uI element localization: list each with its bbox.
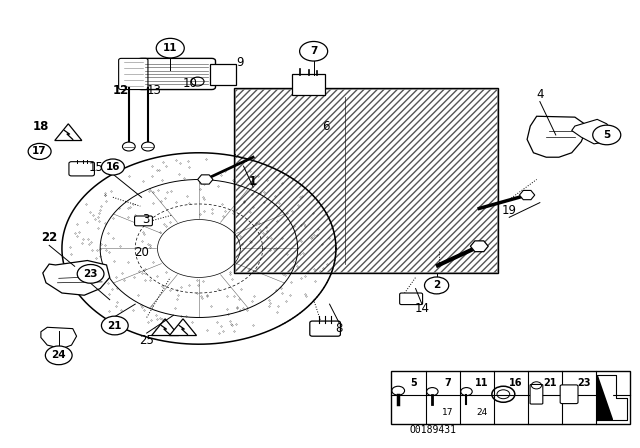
Text: 5: 5 bbox=[410, 378, 417, 388]
Text: 2: 2 bbox=[433, 280, 440, 290]
Text: 17: 17 bbox=[32, 146, 47, 156]
Text: 24: 24 bbox=[51, 350, 66, 360]
Circle shape bbox=[101, 159, 124, 175]
Text: 23: 23 bbox=[83, 269, 98, 279]
Text: 5: 5 bbox=[603, 130, 611, 140]
Circle shape bbox=[28, 143, 51, 159]
Text: 23: 23 bbox=[577, 378, 591, 388]
Circle shape bbox=[593, 125, 621, 145]
FancyBboxPatch shape bbox=[530, 384, 543, 404]
FancyBboxPatch shape bbox=[292, 74, 325, 95]
Text: 4: 4 bbox=[536, 88, 543, 101]
Polygon shape bbox=[43, 260, 109, 295]
Text: 19: 19 bbox=[502, 204, 516, 217]
Circle shape bbox=[156, 39, 184, 58]
Circle shape bbox=[300, 42, 328, 61]
Text: 11: 11 bbox=[163, 43, 177, 53]
Bar bbox=[392, 371, 630, 424]
Text: 17: 17 bbox=[442, 408, 454, 417]
Text: 8: 8 bbox=[335, 322, 343, 335]
Text: 20: 20 bbox=[134, 246, 149, 259]
Bar bbox=[598, 375, 613, 420]
Text: 24: 24 bbox=[476, 408, 488, 417]
FancyBboxPatch shape bbox=[118, 58, 148, 90]
Circle shape bbox=[77, 264, 104, 283]
Bar bbox=[236, 89, 497, 272]
FancyBboxPatch shape bbox=[560, 385, 578, 404]
Polygon shape bbox=[520, 190, 535, 200]
Text: 10: 10 bbox=[182, 77, 198, 90]
Text: 12: 12 bbox=[113, 84, 129, 97]
FancyBboxPatch shape bbox=[138, 58, 216, 90]
Text: 18: 18 bbox=[33, 121, 49, 134]
Text: 21: 21 bbox=[543, 378, 557, 388]
Text: O0189431: O0189431 bbox=[409, 426, 456, 435]
Polygon shape bbox=[572, 119, 613, 144]
Text: 22: 22 bbox=[41, 231, 58, 244]
Text: 16: 16 bbox=[106, 162, 120, 172]
Circle shape bbox=[101, 316, 128, 335]
Circle shape bbox=[45, 346, 72, 365]
Bar bbox=[211, 64, 236, 85]
Text: 13: 13 bbox=[147, 84, 162, 97]
FancyBboxPatch shape bbox=[399, 293, 422, 305]
Text: 25: 25 bbox=[140, 334, 154, 347]
Polygon shape bbox=[527, 116, 588, 157]
Text: 1: 1 bbox=[249, 175, 257, 188]
Text: 6: 6 bbox=[323, 120, 330, 133]
Text: 15: 15 bbox=[88, 160, 103, 173]
Text: 3: 3 bbox=[141, 213, 149, 226]
Polygon shape bbox=[41, 327, 77, 349]
Text: 16: 16 bbox=[509, 378, 523, 388]
Text: 21: 21 bbox=[108, 320, 122, 331]
FancyBboxPatch shape bbox=[134, 216, 152, 226]
Circle shape bbox=[122, 142, 135, 151]
Polygon shape bbox=[152, 319, 179, 336]
Polygon shape bbox=[170, 319, 196, 336]
Text: 9: 9 bbox=[237, 56, 244, 69]
Text: 7: 7 bbox=[444, 378, 451, 388]
Polygon shape bbox=[598, 376, 613, 419]
Bar bbox=[234, 88, 499, 273]
FancyBboxPatch shape bbox=[310, 321, 340, 336]
FancyBboxPatch shape bbox=[69, 162, 95, 176]
Polygon shape bbox=[198, 175, 213, 184]
Polygon shape bbox=[470, 241, 488, 252]
Circle shape bbox=[141, 142, 154, 151]
Text: 14: 14 bbox=[415, 302, 429, 315]
Text: 7: 7 bbox=[310, 46, 317, 56]
Circle shape bbox=[424, 277, 449, 294]
Polygon shape bbox=[55, 124, 82, 141]
Text: 11: 11 bbox=[475, 378, 488, 388]
